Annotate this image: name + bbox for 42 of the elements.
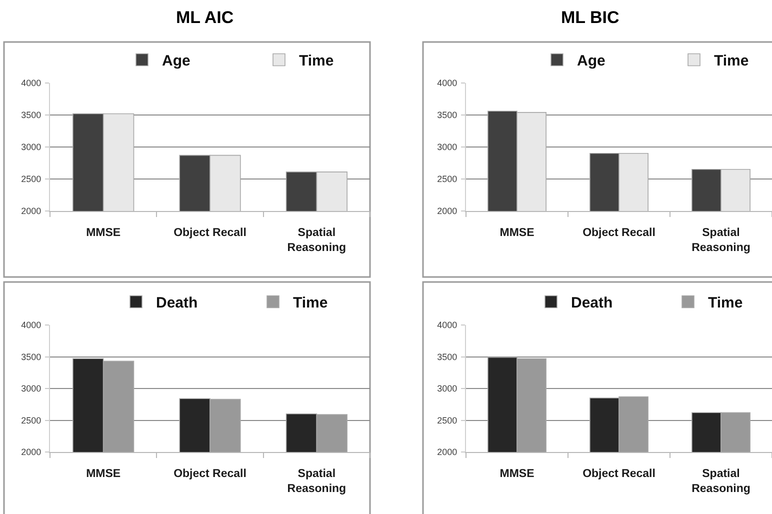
chart-title: ML AIC [176, 8, 234, 27]
legend-label: Time [299, 52, 334, 70]
legend-label: Time [714, 52, 749, 70]
x-tick-label: Object Recall [582, 226, 656, 239]
x-tick-label: Spatial Reasoning [287, 226, 346, 254]
legend-label: Age [577, 52, 606, 70]
legend-label: Death [571, 294, 613, 312]
chart-title: ML BIC [561, 8, 620, 27]
y-tick-label: 3000 [437, 384, 458, 394]
legend-label: Death [156, 294, 198, 312]
x-tick-label: MMSE [500, 468, 535, 480]
y-tick-label: 2000 [21, 206, 42, 216]
x-tick-label: Spatial Reasoning [692, 468, 750, 495]
x-tick-label: Spatial Reasoning [692, 226, 750, 254]
y-tick-label: 2500 [21, 415, 42, 426]
y-tick-label: 3500 [21, 110, 42, 120]
y-tick-label: 3000 [21, 384, 42, 394]
x-tick-label: MMSE [86, 226, 121, 239]
y-tick-label: 2000 [437, 447, 458, 458]
y-tick-label: 2000 [21, 447, 42, 458]
x-tick-label: Object Recall [174, 226, 246, 239]
y-tick-label: 4000 [437, 78, 458, 88]
y-tick-label: 3000 [21, 142, 42, 152]
y-tick-label: 2500 [21, 174, 42, 184]
y-tick-label: 2500 [437, 174, 458, 184]
y-tick-label: 4000 [21, 320, 42, 330]
legend-label: Time [293, 294, 328, 312]
y-tick-label: 3000 [437, 142, 458, 152]
y-tick-label: 4000 [437, 320, 458, 330]
y-tick-label: 2500 [437, 415, 458, 426]
x-tick-label: Object Recall [582, 468, 656, 480]
y-tick-label: 4000 [21, 78, 42, 88]
legend-label: Time [708, 294, 743, 312]
x-tick-label: MMSE [86, 468, 121, 480]
legend-label: Age [162, 52, 190, 70]
y-tick-label: 3500 [437, 110, 458, 120]
x-tick-label: Spatial Reasoning [287, 468, 346, 495]
x-tick-label: MMSE [500, 226, 535, 239]
y-tick-label: 3500 [437, 352, 458, 362]
x-tick-label: Object Recall [174, 468, 246, 480]
y-tick-label: 2000 [437, 206, 458, 216]
y-tick-label: 3500 [21, 352, 42, 362]
